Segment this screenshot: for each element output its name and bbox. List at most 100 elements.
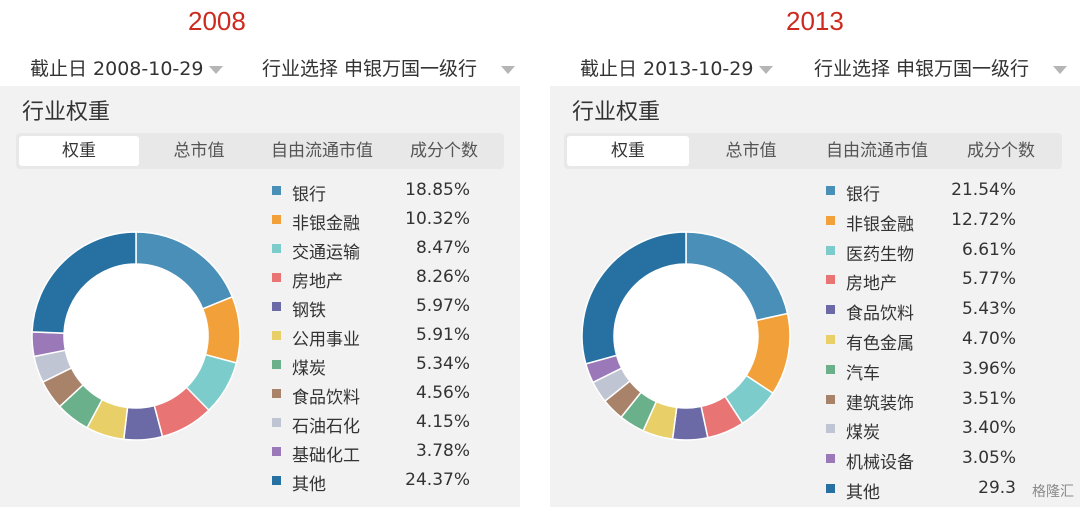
chart-panel-2008: 截止日 2008-10-29 行业选择 申银万国一级行 行业权重 权重 总市值 … <box>0 48 520 507</box>
legend-swatch <box>826 454 835 464</box>
date-selector[interactable]: 截止日 2008-10-29 <box>30 54 224 81</box>
legend-label: 交通运输 <box>292 243 360 263</box>
tab-weight[interactable]: 权重 <box>567 136 689 166</box>
legend-value: 5.97% <box>415 296 470 316</box>
legend-value: 18.85% <box>405 180 470 200</box>
donut-hole <box>64 264 208 408</box>
legend-label: 非银金融 <box>846 214 914 235</box>
legend-value: 5.43% <box>961 299 1016 320</box>
chart-panel-2013: 截止日 2013-10-29 行业选择 申银万国一级行 行业权重 权重 总市值 … <box>550 48 1080 507</box>
date-selector[interactable]: 截止日 2013-10-29 <box>580 54 774 81</box>
legend-label: 食品饮料 <box>846 304 914 325</box>
legend-swatch <box>826 484 835 493</box>
legend-swatch <box>826 186 835 195</box>
filter-bar: 截止日 2008-10-29 行业选择 申银万国一级行 <box>0 48 520 86</box>
legend-swatch <box>826 335 835 344</box>
industry-selector[interactable]: 行业选择 申银万国一级行 <box>814 54 1068 81</box>
legend-value: 3.78% <box>415 441 470 461</box>
legend-swatch <box>826 364 835 374</box>
legend-swatch <box>272 418 281 427</box>
legend-swatch <box>272 360 281 369</box>
donut-chart <box>581 231 791 441</box>
legend-swatch <box>826 275 835 285</box>
legend-label: 基础化工 <box>292 446 360 466</box>
watermark: 格隆汇 <box>1032 484 1074 500</box>
legend-value: 8.47% <box>415 238 470 258</box>
chart-legend: 银行 18.85% 非银金融 10.32% 交通运输 8.47% 房地产 8.26% 钢铁 5.9… <box>272 180 482 500</box>
tab-bar: 权重 总市值 自由流通市值 成分个数 <box>16 133 504 169</box>
filter-bar: 截止日 2013-10-29 行业选择 申银万国一级行 <box>550 48 1080 86</box>
legend-swatch <box>272 215 281 224</box>
chevron-down-icon <box>209 65 224 74</box>
legend-label: 建筑装饰 <box>846 393 914 414</box>
legend-label: 有色金属 <box>846 334 914 354</box>
legend-swatch <box>272 244 281 253</box>
legend-label: 非银金融 <box>292 214 360 234</box>
legend-value: 3.96% <box>961 358 1016 379</box>
legend-value: 4.15% <box>415 412 470 432</box>
legend-swatch <box>826 424 835 434</box>
legend-label: 公用事业 <box>292 330 360 350</box>
legend-swatch <box>826 215 835 225</box>
legend-value: 5.91% <box>415 325 470 345</box>
year-label-2013: 2013 <box>786 6 844 36</box>
year-label-2008: 2008 <box>188 6 246 36</box>
legend-value: 12.72% <box>951 209 1016 230</box>
legend-label: 机械设备 <box>846 453 914 474</box>
panel-title: 行业权重 <box>572 100 661 125</box>
donut-chart <box>31 231 241 441</box>
legend-value: 29.3 <box>978 478 1016 498</box>
legend-value: 6.61% <box>961 239 1016 260</box>
legend-value: 3.51% <box>961 388 1016 409</box>
legend-swatch <box>272 186 281 195</box>
legend-swatch <box>272 331 281 340</box>
legend-label: 食品饮料 <box>292 388 360 408</box>
legend-value: 3.40% <box>961 418 1016 439</box>
legend-label: 石油石化 <box>292 417 360 437</box>
legend-swatch <box>272 302 281 311</box>
legend-label: 银行 <box>846 185 880 205</box>
legend-swatch <box>272 447 281 456</box>
legend-value: 8.26% <box>415 267 470 287</box>
legend-swatch <box>826 245 835 255</box>
date-label: 截止日 2013-10-29 <box>580 58 754 80</box>
donut-slice <box>671 405 709 441</box>
legend-label: 房地产 <box>846 274 897 295</box>
legend-label: 其他 <box>292 475 326 495</box>
legend-swatch <box>272 273 281 282</box>
legend-value: 3.05% <box>961 448 1016 469</box>
donut-hole <box>614 264 758 408</box>
legend-value: 5.77% <box>961 269 1016 290</box>
date-label: 截止日 2008-10-29 <box>30 58 204 80</box>
panel-title: 行业权重 <box>22 100 111 125</box>
legend-value: 21.54% <box>951 180 1016 200</box>
legend-label: 煤炭 <box>846 423 880 444</box>
tab-constituents[interactable]: 成分个数 <box>410 141 478 161</box>
legend-value: 4.56% <box>415 383 470 403</box>
legend-swatch <box>272 389 281 398</box>
chart-legend: 银行 21.54% 非银金融 12.72% 医药生物 6.61% 房地产 5.77% 食品饮料 5… <box>826 180 1036 506</box>
industry-selector[interactable]: 行业选择 申银万国一级行 <box>262 54 516 81</box>
chevron-down-icon <box>501 65 516 74</box>
legend-label: 其他 <box>846 483 880 503</box>
donut-slice <box>201 295 241 364</box>
legend-swatch <box>826 305 835 315</box>
legend-label: 医药生物 <box>846 244 914 265</box>
industry-label: 行业选择 申银万国一级行 <box>814 58 1030 80</box>
legend-swatch <box>272 476 281 485</box>
tab-constituents[interactable]: 成分个数 <box>967 141 1035 161</box>
legend-value: 24.37% <box>405 470 470 490</box>
legend-value: 4.70% <box>961 329 1016 349</box>
legend-value: 5.34% <box>415 354 470 374</box>
chevron-down-icon <box>1053 65 1068 74</box>
tab-free-float-cap[interactable]: 自由流通市值 <box>271 141 373 161</box>
tab-market-cap[interactable]: 总市值 <box>725 141 777 161</box>
tab-bar: 权重 总市值 自由流通市值 成分个数 <box>564 133 1062 169</box>
legend-label: 煤炭 <box>292 359 326 379</box>
tab-market-cap[interactable]: 总市值 <box>173 141 225 161</box>
legend-swatch <box>826 394 835 404</box>
tab-free-float-cap[interactable]: 自由流通市值 <box>826 141 928 161</box>
chevron-down-icon <box>759 65 774 74</box>
legend-label: 汽车 <box>846 363 880 384</box>
tab-weight[interactable]: 权重 <box>19 136 139 166</box>
